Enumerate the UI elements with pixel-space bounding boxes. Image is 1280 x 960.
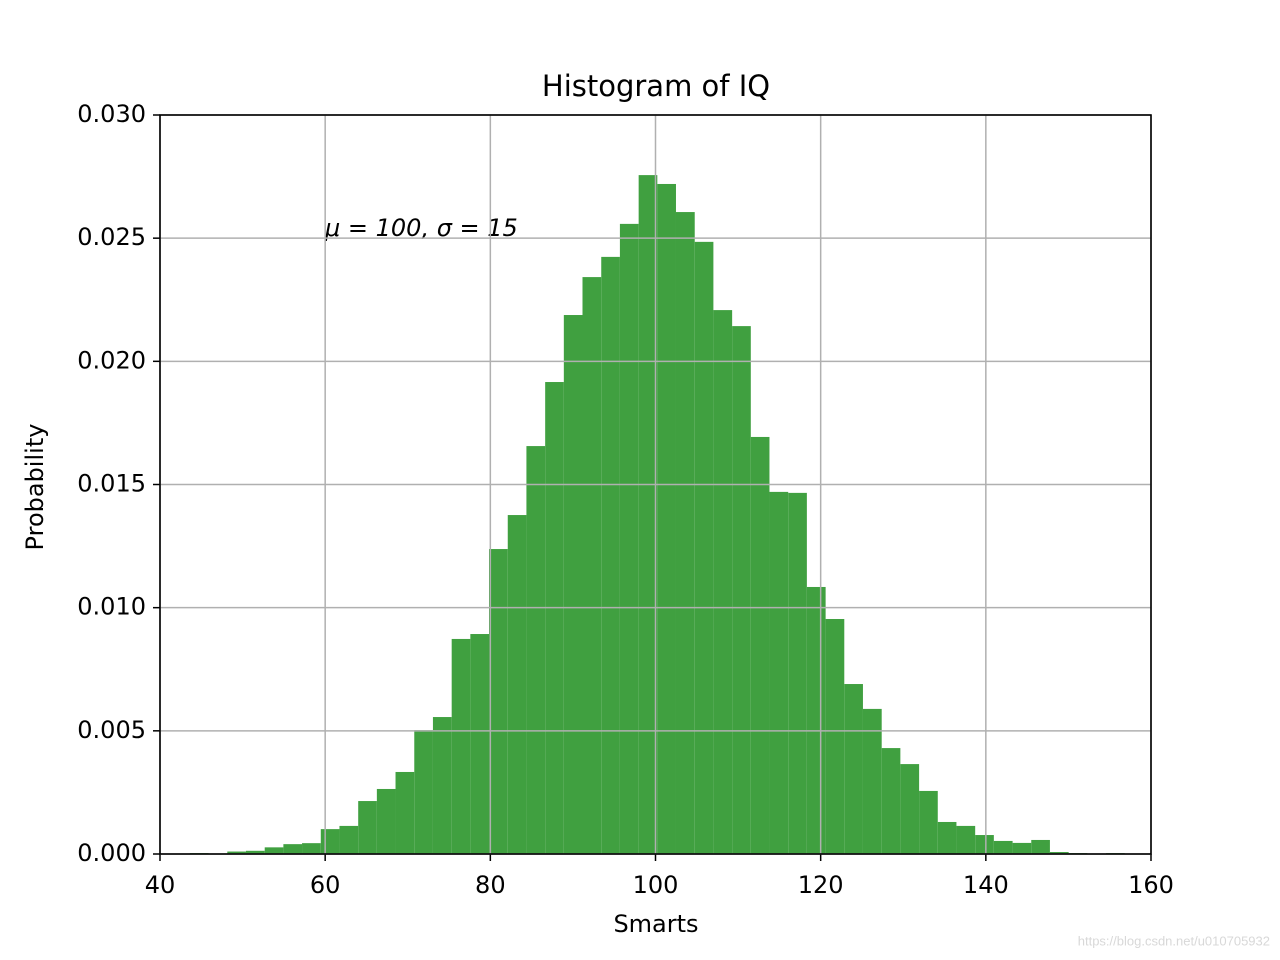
y-tick-label: 0.025 xyxy=(77,223,146,251)
y-tick-label: 0.010 xyxy=(77,593,146,621)
bar xyxy=(601,256,620,854)
bar xyxy=(414,730,433,854)
x-tick-label: 140 xyxy=(963,871,1009,899)
bar xyxy=(769,491,789,854)
bar xyxy=(395,771,415,854)
bar xyxy=(694,241,714,854)
x-tick-label: 100 xyxy=(633,871,679,899)
bar xyxy=(451,638,471,854)
bar xyxy=(713,310,733,854)
bar xyxy=(862,708,882,854)
bar xyxy=(339,825,359,854)
bar xyxy=(825,618,845,854)
bar xyxy=(582,277,602,854)
x-axis-label: Smarts xyxy=(613,910,698,938)
bar xyxy=(1049,852,1069,854)
watermark: https://blog.csdn.net/u010705932 xyxy=(1078,933,1270,948)
bar xyxy=(545,382,564,854)
bar xyxy=(245,850,265,854)
y-tick-label: 0.015 xyxy=(77,470,146,498)
y-tick-label: 0.005 xyxy=(77,716,146,744)
bar xyxy=(227,851,246,854)
bar xyxy=(975,835,994,854)
bar xyxy=(937,821,957,854)
bar xyxy=(638,175,658,854)
bar xyxy=(264,847,284,854)
x-tick-label: 80 xyxy=(475,871,506,899)
bar xyxy=(526,446,546,854)
bar xyxy=(283,844,303,854)
y-tick-label: 0.000 xyxy=(77,839,146,867)
bar xyxy=(1012,842,1032,854)
bar xyxy=(806,586,826,854)
plot-frame xyxy=(159,114,1152,855)
bar xyxy=(788,492,807,854)
bar xyxy=(1031,839,1050,854)
bar xyxy=(320,829,340,854)
bar xyxy=(900,764,920,854)
bar xyxy=(507,515,527,854)
x-tick-label: 60 xyxy=(310,871,341,899)
chart-title: Histogram of IQ xyxy=(542,69,770,103)
bar xyxy=(358,801,377,854)
bar xyxy=(881,748,901,854)
bar xyxy=(657,183,676,854)
bar xyxy=(489,549,508,854)
y-tick-label: 0.030 xyxy=(77,100,146,128)
bar xyxy=(470,634,490,854)
bar xyxy=(993,840,1013,854)
bar xyxy=(750,436,770,854)
y-tick-label: 0.020 xyxy=(77,346,146,374)
bar xyxy=(919,790,938,854)
bar xyxy=(732,326,751,854)
x-tick-label: 160 xyxy=(1128,871,1174,899)
bar xyxy=(432,717,452,854)
bar xyxy=(302,843,321,854)
y-axis-label: Probability xyxy=(21,424,49,551)
x-tick-label: 40 xyxy=(145,871,176,899)
annotation: μ = 100, σ = 15 xyxy=(324,214,518,242)
bar xyxy=(376,788,396,854)
bar xyxy=(956,825,976,854)
x-tick-label: 120 xyxy=(798,871,844,899)
bar xyxy=(563,315,583,854)
bar xyxy=(675,212,695,855)
bar xyxy=(619,223,639,854)
bar xyxy=(844,684,863,854)
